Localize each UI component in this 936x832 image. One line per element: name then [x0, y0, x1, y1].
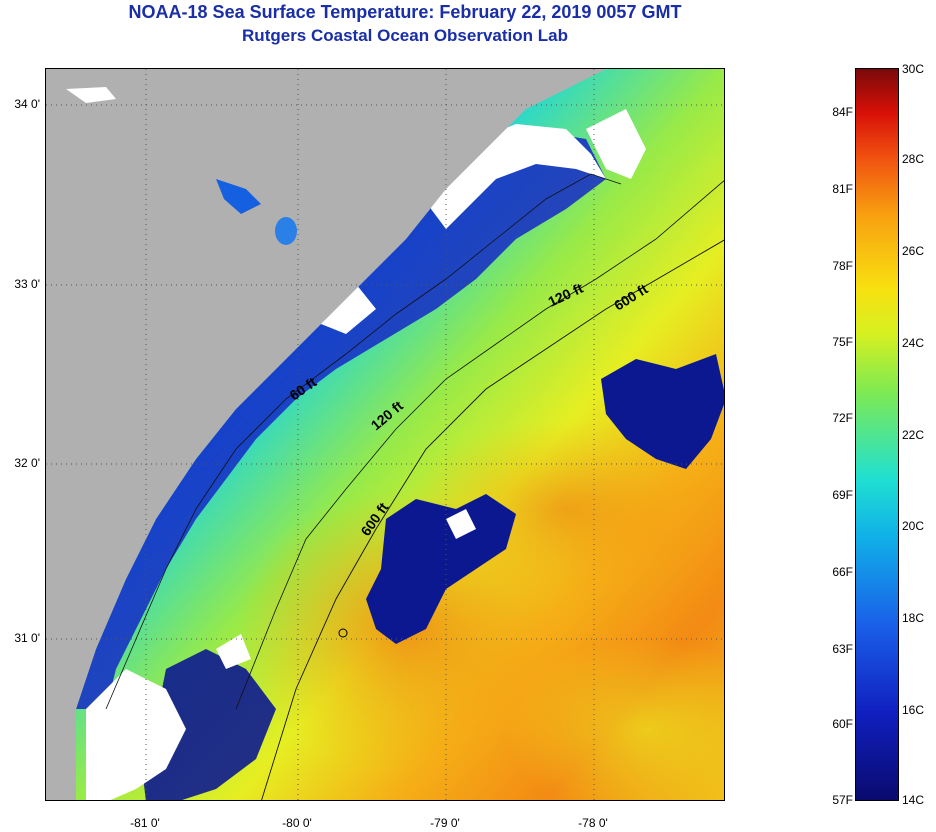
colorbar-f-label: 75F	[832, 335, 853, 349]
cloud-patch-northeast	[586, 109, 646, 179]
colorbar-f-label: 81F	[832, 182, 853, 196]
buoy-marker-icon	[338, 628, 348, 638]
colorbar-f-label: 84F	[832, 105, 853, 119]
cloud-patch-south	[86, 669, 186, 800]
cold-patch-offshore-2	[601, 354, 724, 469]
colorbar-c-label: 18C	[902, 611, 925, 625]
land-mass	[46, 69, 606, 800]
cloud-patch-small-1	[446, 509, 476, 539]
colorbar-c-label: 30C	[902, 62, 925, 76]
yellow-offshore-water	[506, 639, 724, 800]
inland-water-3	[66, 87, 116, 103]
lat-label-31: 31 0'	[14, 631, 40, 645]
sst-map-svg: 60 ft 120 ft 120 ft 600 ft 600 ft	[46, 69, 724, 800]
colorbar-c-label: 14C	[902, 793, 925, 807]
inland-water-2	[275, 217, 297, 245]
cloud-patch-small-2	[216, 634, 251, 669]
colorbar-f-label: 60F	[832, 717, 853, 731]
inland-water-1	[216, 179, 261, 214]
lon-label-81: -81 0'	[130, 816, 160, 830]
contour-120ft-line	[235, 180, 724, 710]
lat-label-33: 33 0'	[14, 277, 40, 291]
lat-label-32: 32 0'	[14, 456, 40, 470]
lon-label-78: -78 0'	[578, 816, 608, 830]
cold-patch-offshore-1	[366, 494, 516, 644]
contour-600ft-line	[261, 239, 724, 800]
map-title: NOAA-18 Sea Surface Temperature: Februar…	[128, 2, 682, 22]
sea-surface-temperature-map[interactable]: 60 ft 120 ft 120 ft 600 ft 600 ft	[45, 68, 725, 801]
cold-patch-southwest	[141, 649, 276, 800]
contour-60ft-line	[105, 173, 622, 710]
colorbar-c-label: 28C	[902, 152, 925, 166]
cold-coastal-water	[76, 129, 606, 709]
colorbar-c-label: 16C	[902, 703, 925, 717]
colorbar-f-label: 78F	[832, 259, 853, 273]
colorbar-f-label: 66F	[832, 565, 853, 579]
colorbar-f-label: 72F	[832, 411, 853, 425]
lat-label-34: 34 0'	[14, 97, 40, 111]
colorbar-f-label: 57F	[832, 793, 853, 807]
colorbar-f-label: 69F	[832, 488, 853, 502]
graticule	[46, 69, 724, 800]
colorbar-c-label: 26C	[902, 244, 925, 258]
map-subtitle: Rutgers Coastal Ocean Observation Lab	[242, 26, 568, 45]
colorbar-c-label: 20C	[902, 519, 925, 533]
lon-label-79: -79 0'	[430, 816, 460, 830]
lon-label-80: -80 0'	[282, 816, 312, 830]
colorbar-c-label: 24C	[902, 336, 925, 350]
colorbar-c-label: 22C	[902, 428, 925, 442]
temperature-colorbar	[855, 68, 899, 801]
colorbar-f-label: 63F	[832, 642, 853, 656]
